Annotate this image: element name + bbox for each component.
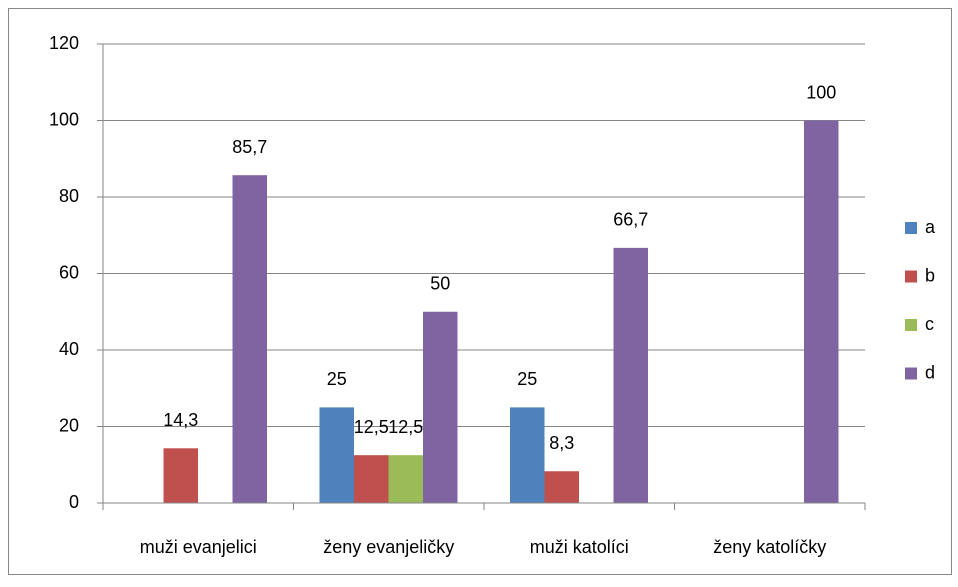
bar — [354, 455, 389, 503]
x-tick-label: ženy evanjeličky — [323, 537, 454, 557]
legend-label: a — [925, 217, 936, 237]
bar — [319, 407, 354, 503]
bar — [388, 455, 423, 503]
data-label: 100 — [806, 82, 836, 102]
legend-swatch — [905, 270, 917, 283]
y-tick-label: 100 — [49, 109, 79, 129]
data-label: 50 — [430, 274, 450, 294]
data-label: 12,5 — [388, 417, 423, 437]
bar — [232, 175, 267, 503]
y-tick-label: 20 — [59, 415, 79, 435]
y-tick-label: 40 — [59, 339, 79, 359]
legend-swatch — [905, 319, 917, 331]
data-label: 8,3 — [549, 433, 574, 453]
y-tick-label: 80 — [59, 186, 79, 206]
bar — [804, 120, 839, 503]
data-label: 85,7 — [232, 137, 267, 157]
data-label: 66,7 — [613, 210, 648, 230]
bar — [510, 407, 545, 503]
legend-label: c — [925, 314, 934, 334]
y-tick-label: 0 — [69, 492, 79, 512]
x-tick-label: muži evanjelici — [140, 537, 257, 557]
legend-label: b — [925, 265, 935, 285]
data-label: 25 — [327, 369, 347, 389]
bar — [423, 311, 458, 503]
data-label: 14,3 — [163, 410, 198, 430]
x-tick-label: ženy katolíčky — [713, 537, 826, 557]
data-label: 25 — [517, 369, 537, 389]
legend-label: d — [925, 362, 935, 382]
y-tick-label: 120 — [49, 33, 79, 53]
legend-swatch — [905, 222, 917, 234]
y-tick-label: 60 — [59, 262, 79, 282]
data-label: 12,5 — [354, 417, 389, 437]
bar — [544, 471, 579, 503]
bar — [163, 448, 198, 503]
bar — [613, 247, 648, 503]
x-tick-label: muži katolíci — [530, 537, 629, 557]
legend-swatch — [905, 367, 917, 380]
